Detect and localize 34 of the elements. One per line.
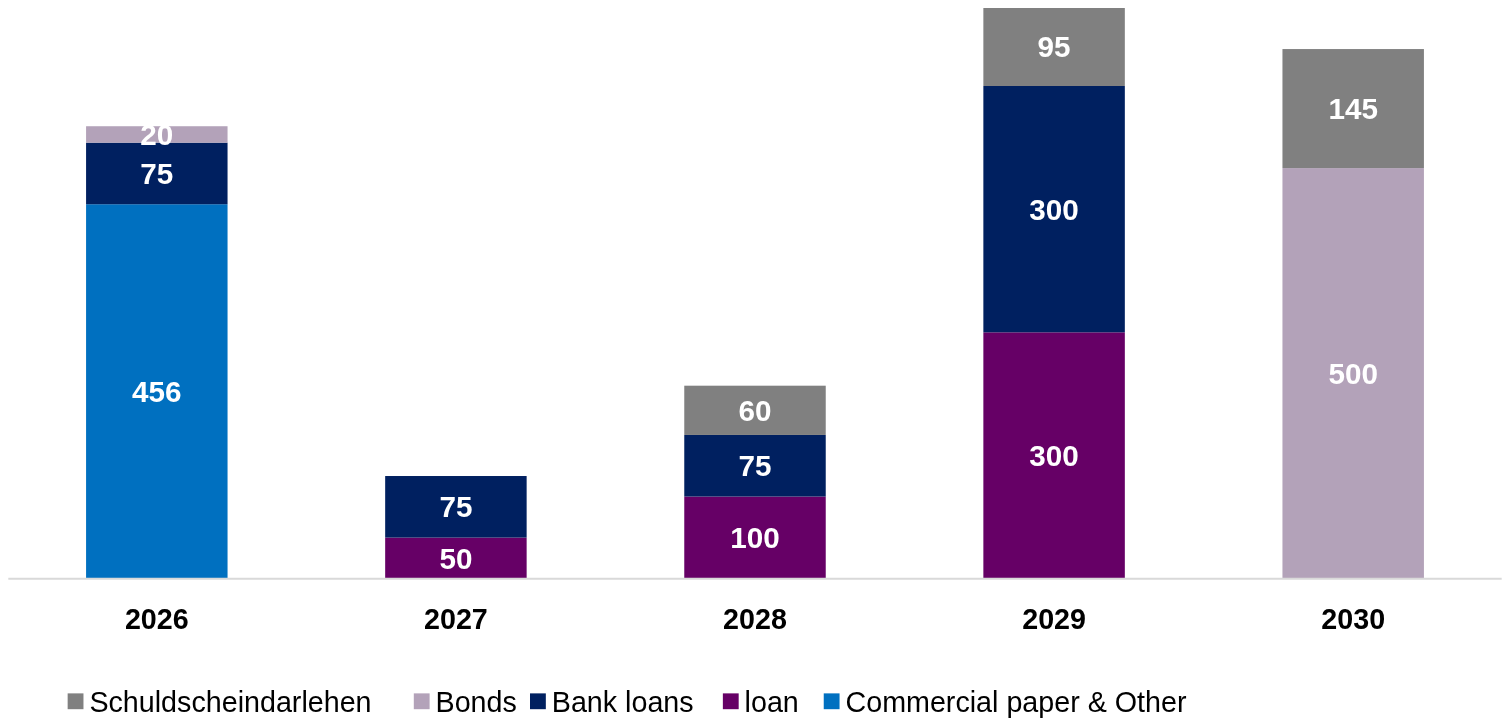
bar	[983, 332, 1125, 579]
legend-label: Schuldscheindarlehen	[89, 686, 372, 719]
x-tick-label: 2029	[1022, 603, 1086, 636]
x-tick-label: 2028	[723, 603, 787, 636]
data-label: 456	[132, 374, 182, 408]
data-label: 145	[1328, 91, 1378, 125]
data-label: 100	[730, 520, 780, 554]
bar	[1282, 168, 1424, 579]
legend-label: Bank loans	[551, 686, 694, 719]
x-tick-label: 2027	[424, 603, 488, 636]
data-label: 300	[1029, 192, 1079, 226]
x-tick-label: 2026	[124, 603, 189, 636]
bar	[86, 204, 228, 579]
data-label: 20	[140, 117, 174, 151]
data-label: 50	[439, 541, 473, 575]
data-label: 75	[738, 449, 772, 483]
data-label: 95	[1037, 30, 1071, 64]
bar	[983, 8, 1125, 86]
bar	[385, 476, 527, 538]
x-tick-label: 2030	[1321, 603, 1386, 636]
data-label: 300	[1029, 438, 1079, 472]
legend-label: Bonds	[435, 686, 517, 719]
data-label: 60	[738, 393, 772, 427]
data-label: 75	[439, 490, 473, 524]
bar	[983, 86, 1125, 333]
bar	[1282, 49, 1424, 169]
bar	[684, 434, 826, 497]
data-label: 75	[140, 156, 174, 190]
bar	[684, 496, 826, 579]
bar	[385, 537, 527, 579]
bar	[684, 385, 826, 435]
legend-label: Commercial paper & Other	[845, 686, 1187, 719]
legend-label: loan	[744, 686, 799, 719]
data-label: 500	[1328, 356, 1378, 390]
